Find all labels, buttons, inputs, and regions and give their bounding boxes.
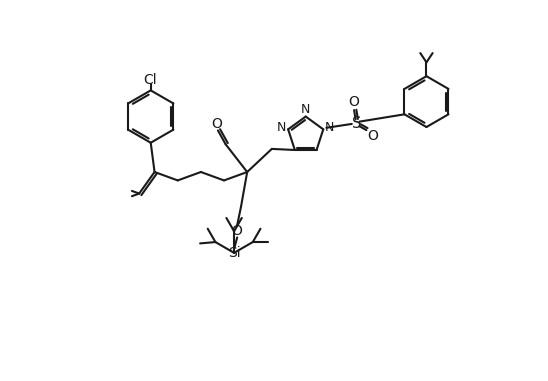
Text: Si: Si (228, 246, 241, 260)
Text: O: O (349, 94, 359, 109)
Text: O: O (212, 117, 222, 131)
Text: O: O (232, 224, 243, 238)
Text: S: S (352, 116, 361, 131)
Text: N: N (325, 121, 335, 134)
Text: Cl: Cl (143, 73, 157, 86)
Text: N: N (301, 103, 310, 116)
Text: O: O (367, 129, 378, 143)
Text: N: N (277, 121, 286, 134)
